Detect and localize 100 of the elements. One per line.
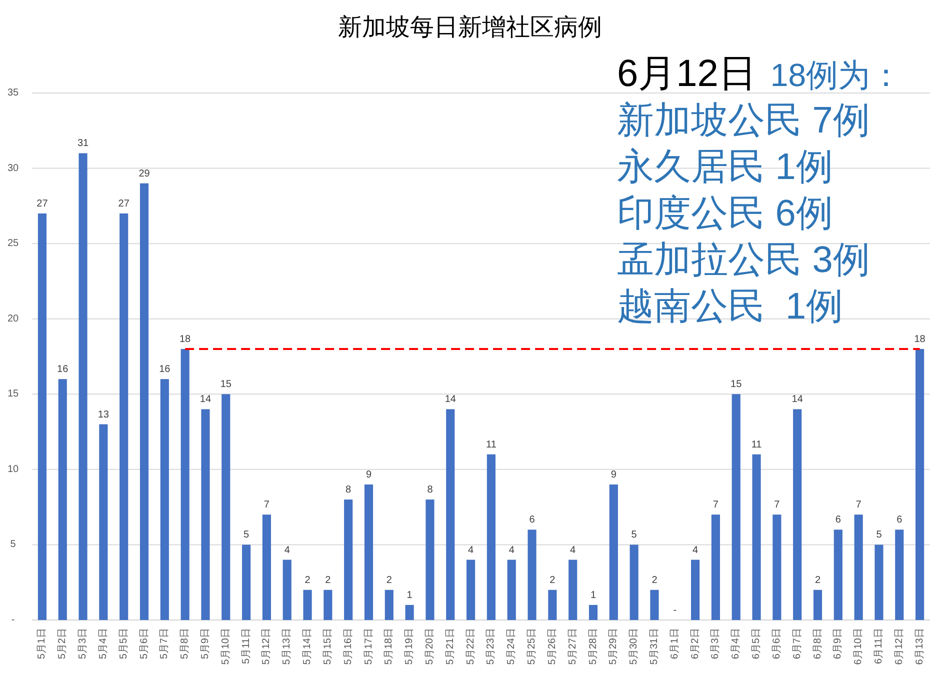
y-tick-label: 15 xyxy=(7,388,19,400)
x-tick-label: 5月18日 xyxy=(384,628,395,665)
x-tick-label: 6月13日 xyxy=(914,628,926,665)
data-label: 18 xyxy=(914,334,926,345)
data-label: 27 xyxy=(36,198,48,210)
data-label: 2 xyxy=(652,574,658,586)
data-label: 2 xyxy=(386,574,392,586)
x-tick-label: 6月10日 xyxy=(853,628,864,665)
data-label: 4 xyxy=(570,544,576,556)
x-tick-label: 5月26日 xyxy=(546,628,558,665)
data-label: 13 xyxy=(98,409,109,420)
data-label: 31 xyxy=(77,138,89,150)
x-tick-label: 5月4日 xyxy=(98,628,109,660)
data-label: 4 xyxy=(468,544,474,556)
data-label: 14 xyxy=(792,394,803,406)
x-tick-label: 6月1日 xyxy=(669,628,680,660)
annotation: 孟加拉公民 3例 xyxy=(617,239,870,280)
title: 新加坡每日新增社区病例 xyxy=(338,14,602,41)
x-tick-label: 5月6日 xyxy=(138,628,150,660)
data-label: 15 xyxy=(220,379,232,390)
data-label: 2 xyxy=(550,574,556,586)
data-label: 6 xyxy=(835,514,841,526)
x-tick-label: 6月3日 xyxy=(710,628,722,660)
data-label: 1 xyxy=(590,590,596,601)
annotation: 印度公民 6例 xyxy=(617,192,833,234)
data-label: 6 xyxy=(529,514,535,526)
data-label: 9 xyxy=(610,469,616,480)
x-tick-label: 5月13日 xyxy=(282,628,293,665)
data-label: 2 xyxy=(304,574,310,586)
data-label: 7 xyxy=(856,500,862,511)
data-label: 2 xyxy=(814,574,821,586)
x-tick-label: 5月30日 xyxy=(628,628,640,665)
data-label: 2 xyxy=(325,574,331,586)
x-tick-label: 5月19日 xyxy=(404,628,416,665)
data-label: 4 xyxy=(508,544,514,556)
x-tick-label: 5月31日 xyxy=(648,628,660,665)
data-label: 14 xyxy=(444,394,456,406)
x-tick-label: 5月16日 xyxy=(342,628,354,665)
x-tick-label: 6月11日 xyxy=(873,628,884,664)
x-tick-label: 5月22日 xyxy=(465,628,476,665)
data-label: 5 xyxy=(876,530,882,541)
data-label: 4 xyxy=(284,544,290,556)
data-label: 27 xyxy=(118,198,130,210)
x-tick-label: 6月9日 xyxy=(832,628,844,660)
x-tick-label: 5月15日 xyxy=(322,628,334,665)
data-label: 7 xyxy=(712,500,718,511)
x-tick-label: 6月8日 xyxy=(812,628,824,660)
data-label: 5 xyxy=(244,530,250,541)
x-tick-label: 5月7日 xyxy=(159,628,170,660)
annotation: 新加坡公民 7例 xyxy=(617,100,870,140)
data-label: 11 xyxy=(751,439,762,450)
x-tick-label: 5月23日 xyxy=(486,628,497,665)
x-tick-label: 5月25日 xyxy=(526,628,538,665)
x-tick-label: 5月11日 xyxy=(240,628,252,664)
data-label: 29 xyxy=(138,168,150,180)
data-label: 14 xyxy=(200,394,212,406)
x-tick-label: 6月6日 xyxy=(771,628,782,660)
y-tick-label: 25 xyxy=(7,238,19,250)
data-label: 16 xyxy=(159,364,170,376)
x-tick-label: 5月8日 xyxy=(180,628,191,660)
y-tick-label: 20 xyxy=(7,313,19,324)
data-label: 1 xyxy=(406,590,412,601)
y-tick-label: 5 xyxy=(10,539,16,550)
data-label: 16 xyxy=(57,364,68,376)
x-tick-label: 5月17日 xyxy=(363,628,374,665)
x-tick-label: 5月2日 xyxy=(57,628,68,660)
data-label: 4 xyxy=(692,544,698,556)
x-tick-label: 5月20日 xyxy=(424,628,436,665)
data-label: 8 xyxy=(346,484,352,496)
annotation: 18例为： xyxy=(770,57,902,93)
data-label: 5 xyxy=(631,530,637,541)
data-label: 11 xyxy=(486,439,496,450)
data-label: 9 xyxy=(366,469,372,480)
annotation: 6月12日 xyxy=(617,53,756,95)
x-tick-label: 5月28日 xyxy=(588,628,599,665)
x-tick-label: 5月12日 xyxy=(261,628,272,665)
x-tick-label: 6月4日 xyxy=(730,628,742,660)
x-tick-label: 6月2日 xyxy=(690,628,701,660)
x-tick-label: 5月27日 xyxy=(567,628,578,665)
data-label: 15 xyxy=(730,379,742,390)
x-tick-label: 6月7日 xyxy=(792,628,803,660)
x-tick-label: 5月5日 xyxy=(118,628,130,660)
data-label: 8 xyxy=(427,484,433,496)
x-tick-label: 6月12日 xyxy=(894,628,905,665)
data-label: 6 xyxy=(896,514,902,526)
y-tick-label: 10 xyxy=(7,464,19,475)
x-tick-label: 5月1日 xyxy=(36,628,48,660)
y-tick-label: - xyxy=(11,614,15,626)
data-label: 7 xyxy=(774,500,780,511)
x-tick-label: 5月21日 xyxy=(444,628,456,665)
data-label: 7 xyxy=(264,500,270,511)
annotation: 越南公民 1例 xyxy=(617,286,844,326)
x-tick-label: 5月9日 xyxy=(200,628,211,660)
annotation: 永久居民 1例 xyxy=(617,146,833,187)
x-tick-label: 5月29日 xyxy=(608,628,620,665)
y-tick-label: 30 xyxy=(7,162,19,174)
x-tick-label: 5月14日 xyxy=(302,628,314,665)
x-tick-label: 5月10日 xyxy=(220,628,232,665)
data-label: - xyxy=(673,605,677,616)
x-tick-label: 5月3日 xyxy=(78,628,89,660)
